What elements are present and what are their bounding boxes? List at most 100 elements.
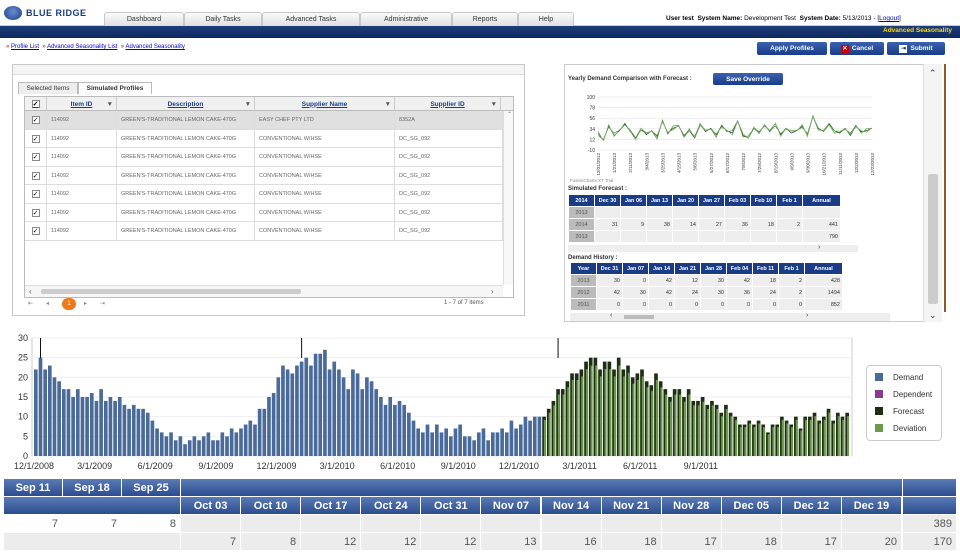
table-row[interactable]: ✓ 114092 GREEN'S-TRADITIONAL LEMON CAKE-47…: [25, 166, 503, 185]
breadcrumb-advanced-seasonality[interactable]: Advanced Seasonality: [125, 44, 185, 50]
table-row[interactable]: ✓ 114092 GREEN'S-TRADITIONAL LEMON CAKE-47…: [25, 148, 503, 167]
bar-demand: [211, 440, 215, 456]
value-cell: 0: [622, 298, 649, 311]
first-page-icon[interactable]: ⇤: [28, 301, 34, 307]
filter-icon[interactable]: ▼: [244, 100, 251, 108]
breadcrumb-advanced-seasonality-list[interactable]: Advanced Seasonality List: [47, 44, 118, 50]
row-checkbox[interactable]: ✓: [31, 171, 40, 180]
table-row[interactable]: ✓ 114092 GREEN'S-TRADITIONAL LEMON CAKE-47…: [25, 185, 503, 204]
chevron-up-icon[interactable]: ⌃: [929, 68, 937, 78]
chevron-left-icon[interactable]: ‹: [610, 312, 613, 319]
select-all-checkbox[interactable]: ✓: [31, 100, 40, 108]
tab-selected-items[interactable]: Selected Items: [18, 82, 78, 94]
grid-pager: ⇤ ◂ 1 ▸ ⇥ 1 - 7 of 7 items: [24, 297, 514, 311]
cell-supplier-name: CONVENTIONAL W/HSE: [255, 166, 395, 185]
value-cell: 852: [804, 298, 843, 311]
breadcrumb-profile-list[interactable]: Profile List: [11, 44, 40, 50]
x-tick-label: 12/1/2008: [14, 461, 54, 471]
chevron-right-icon[interactable]: ›: [806, 312, 809, 319]
grid-vertical-scrollbar[interactable]: ⌃: [503, 111, 513, 285]
tab-daily-tasks[interactable]: Daily Tasks: [184, 12, 262, 26]
bar-deviation: [758, 423, 761, 456]
grid-horizontal-scrollbar[interactable]: ‹ ›: [25, 285, 503, 297]
sim-scrollbar[interactable]: ›: [568, 244, 858, 252]
filter-icon[interactable]: ▼: [106, 100, 113, 108]
table-row: 2013 790: [568, 230, 841, 243]
logout-link[interactable]: Logout: [879, 15, 900, 22]
value-cell: [776, 206, 803, 219]
cancel-button[interactable]: ✕ Cancel: [830, 42, 884, 55]
empty-cell: [4, 533, 180, 550]
week-header: Dec 05: [721, 497, 781, 514]
bar-deviation: [749, 423, 752, 456]
tab-dashboard[interactable]: Dashboard: [104, 12, 184, 26]
bar-demand: [66, 389, 71, 456]
system-name-value: Development Test: [744, 15, 796, 22]
tab-reports[interactable]: Reports: [452, 12, 518, 26]
bar-demand: [337, 369, 341, 456]
cell-item-id: 114092: [47, 203, 117, 222]
empty-cell: [181, 515, 241, 532]
tab-advanced-tasks[interactable]: Advanced Tasks: [262, 12, 360, 26]
next-page-icon[interactable]: ▸: [84, 301, 88, 307]
scroll-thumb[interactable]: [624, 315, 654, 319]
cell-description: GREEN'S-TRADITIONAL LEMON CAKE-470G: [117, 166, 255, 185]
bar-demand: [229, 428, 234, 456]
hist-scrollbar[interactable]: ‹ ›: [570, 312, 890, 321]
apply-profiles-button[interactable]: Apply Profiles: [757, 42, 827, 55]
right-panel-scrollbar[interactable]: ⌃ ⌄: [923, 64, 942, 322]
column-description[interactable]: Description ▼: [117, 97, 255, 111]
table-row[interactable]: ✓ 114092 GREEN'S-TRADITIONAL LEMON CAKE-47…: [25, 203, 503, 222]
row-checkbox[interactable]: ✓: [31, 227, 40, 236]
row-checkbox[interactable]: ✓: [31, 116, 40, 125]
bar-deviation: [679, 394, 682, 456]
chevron-right-icon[interactable]: ›: [491, 287, 494, 296]
yearly-comparison-label: Yearly Demand Comparison with Forecast :: [568, 76, 692, 82]
bar-demand: [253, 424, 257, 456]
top-bar: BLUE RIDGE Dashboard Daily Tasks Advance…: [0, 0, 960, 26]
submit-button[interactable]: ⇥ Submit: [887, 42, 945, 55]
bar-demand: [276, 377, 281, 456]
bar-deviation: [609, 369, 612, 456]
x-tick-label: 9/9/2013: [789, 153, 794, 171]
bar-demand: [164, 436, 169, 456]
row-checkbox[interactable]: ✓: [31, 153, 40, 162]
chevron-up-icon[interactable]: ⌃: [506, 112, 513, 118]
value-cell: 24: [674, 286, 701, 299]
last-page-icon[interactable]: ⇥: [100, 301, 106, 307]
scroll-thumb[interactable]: [928, 174, 938, 304]
bar-demand: [243, 424, 248, 456]
save-override-button[interactable]: Save Override: [713, 73, 783, 85]
row-checkbox-cell: ✓: [25, 129, 47, 148]
table-row[interactable]: ✓ 114092 GREEN'S-TRADITIONAL LEMON CAKE-47…: [25, 129, 503, 148]
cell-item-id: 114092: [47, 166, 117, 185]
row-checkbox[interactable]: ✓: [31, 208, 40, 217]
column-header: Annual: [802, 194, 841, 207]
prev-page-icon[interactable]: ◂: [46, 301, 50, 307]
bar-demand: [141, 408, 145, 456]
bar-demand: [523, 416, 528, 456]
chevron-down-icon[interactable]: ⌄: [929, 310, 937, 320]
chevron-right-icon[interactable]: ›: [818, 244, 821, 251]
tab-simulated-profiles[interactable]: Simulated Profiles: [78, 82, 152, 94]
column-supplier-id[interactable]: Supplier ID ▼: [395, 97, 501, 111]
empty-cell: [541, 515, 601, 532]
value-cell: [750, 206, 777, 219]
tab-help[interactable]: Help: [518, 12, 574, 26]
filter-icon[interactable]: ▼: [490, 100, 497, 108]
value-cell: 14: [672, 218, 699, 231]
left-panel-header: [13, 65, 524, 75]
column-item-id[interactable]: Item ID ▼: [47, 97, 117, 111]
table-row[interactable]: ✓ 114092 GREEN'S-TRADITIONAL LEMON CAKE-47…: [25, 222, 503, 241]
value-cell: 18: [750, 218, 777, 231]
chevron-left-icon[interactable]: ‹: [29, 287, 32, 296]
table-row[interactable]: ✓ 114092 GREEN'S-TRADITIONAL LEMON CAKE-47…: [25, 111, 503, 130]
column-supplier-name[interactable]: Supplier Name ▼: [255, 97, 395, 111]
filter-icon[interactable]: ▼: [384, 100, 391, 108]
row-checkbox[interactable]: ✓: [31, 190, 40, 199]
tab-administrative[interactable]: Administrative: [360, 12, 452, 26]
scroll-thumb[interactable]: [41, 289, 301, 294]
bar-deviation: [562, 394, 565, 456]
page-number[interactable]: 1: [62, 298, 76, 310]
row-checkbox[interactable]: ✓: [31, 134, 40, 143]
